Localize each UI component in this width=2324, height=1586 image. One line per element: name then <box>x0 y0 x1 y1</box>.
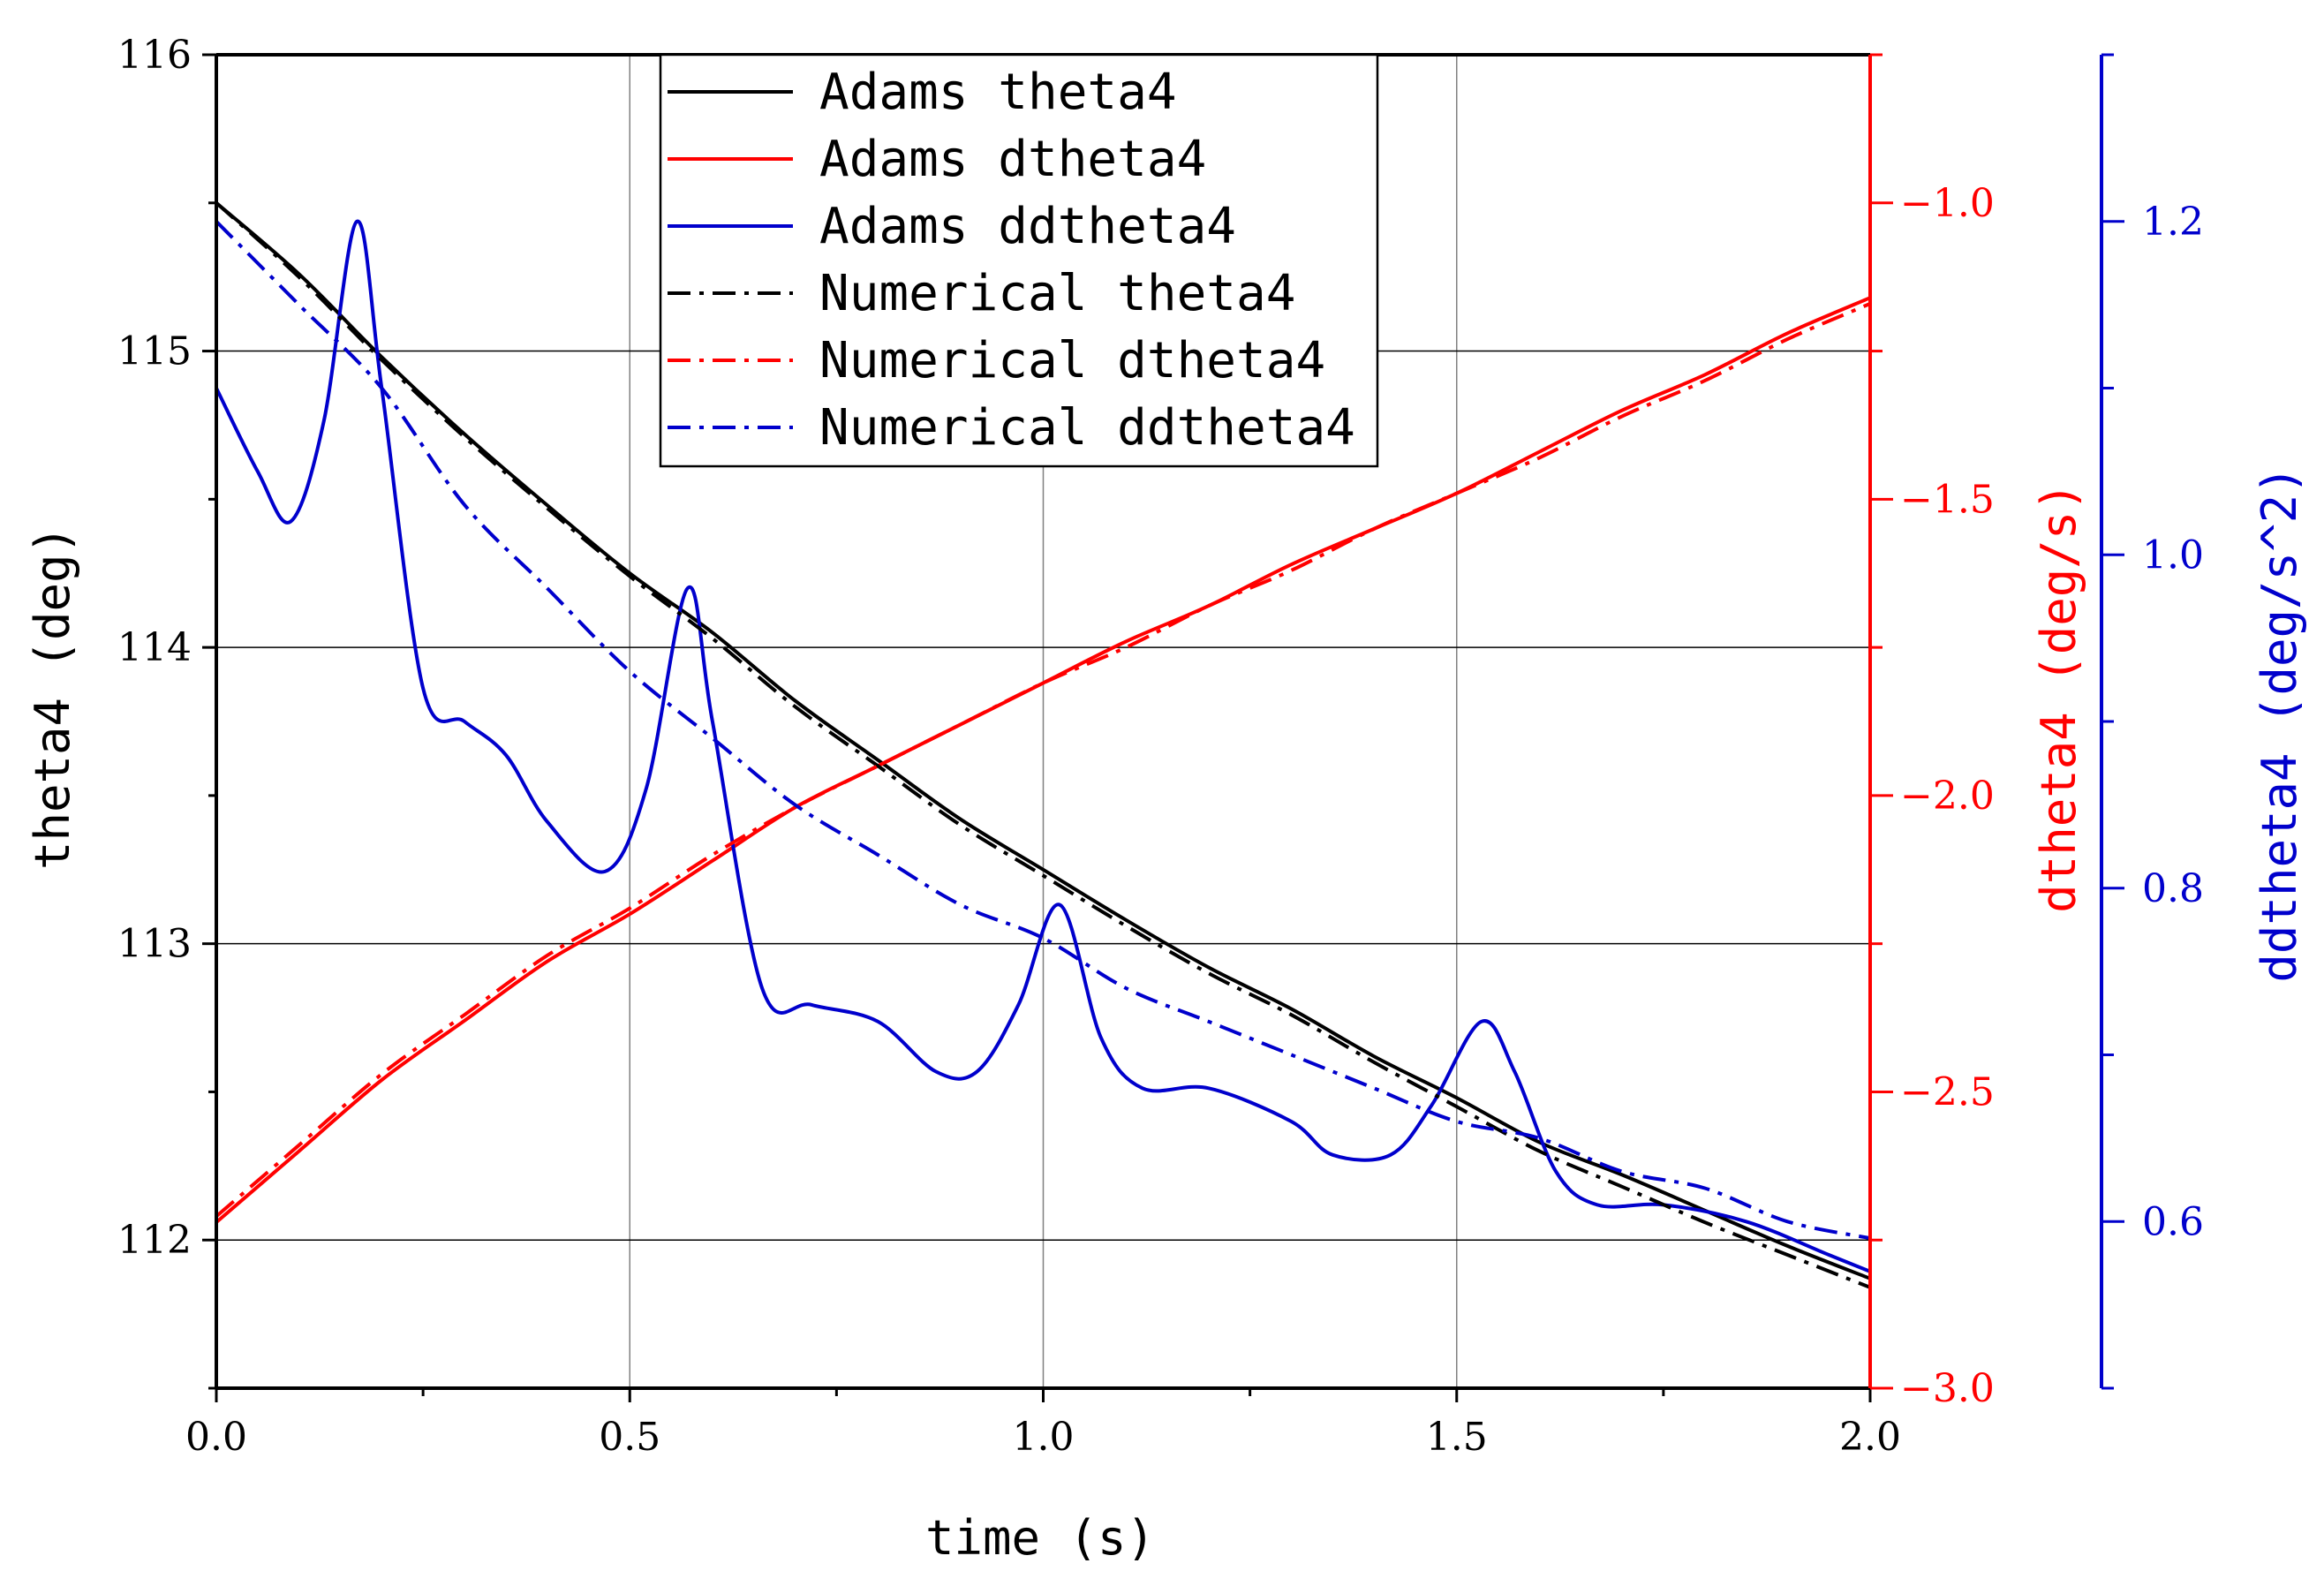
y-tick-label: 112 <box>117 1218 192 1263</box>
y-tick-label: 113 <box>117 922 192 967</box>
legend-label: Numerical ddtheta4 <box>819 399 1355 457</box>
series-line-1 <box>215 201 1871 1280</box>
y-tick-label: 114 <box>117 625 192 670</box>
x-tick-label: 1.5 <box>1426 1415 1488 1460</box>
y2-tick-label: −1.5 <box>1900 477 1995 522</box>
series-line-4 <box>215 201 1871 1289</box>
series-line-3 <box>215 219 1871 1273</box>
y3-tick-label: 0.8 <box>2142 866 2204 911</box>
axes: 0.0 0.5 1.0 1.5 2.0 112 113 114 115 116 −1.0 −1.5 −2… <box>117 33 2204 1460</box>
series-line-6 <box>215 220 1871 1241</box>
series-layer <box>215 201 1871 1289</box>
legend-label: Adams theta4 <box>819 64 1177 121</box>
y3-tick-label: 1.2 <box>2142 200 2204 245</box>
legend-label: Adams ddtheta4 <box>819 198 1236 255</box>
y2-tick-label: −2.5 <box>1900 1069 1995 1114</box>
legend-label: Adams dtheta4 <box>819 131 1206 188</box>
y3-tick-label: 1.0 <box>2142 532 2204 578</box>
y3-axis-title: ddtheta4 (deg/s^2) <box>2252 465 2307 982</box>
series-line-5 <box>215 302 1871 1218</box>
legend: Adams theta4 Adams dtheta4 Adams ddtheta4 N… <box>659 53 1379 468</box>
y3-tick-label: 0.6 <box>2142 1199 2204 1244</box>
y2-axis-title: dtheta4 (deg/s) <box>2031 482 2086 913</box>
grid <box>216 55 1870 1388</box>
y2-tick-label: −1.0 <box>1900 181 1995 226</box>
x-tick-label: 0.0 <box>185 1415 247 1460</box>
x-tick-label: 0.5 <box>599 1415 660 1460</box>
y-axis-title: theta4 (deg) <box>25 525 80 870</box>
legend-label: Numerical dtheta4 <box>819 332 1325 389</box>
y-tick-label: 116 <box>117 33 192 78</box>
y2-tick-label: −2.0 <box>1900 774 1995 819</box>
x-tick-label: 1.0 <box>1013 1415 1075 1460</box>
x-axis-title: time (s) <box>925 1510 1155 1566</box>
x-tick-label: 2.0 <box>1839 1415 1901 1460</box>
series-line-2 <box>215 296 1871 1224</box>
legend-box <box>659 53 1379 468</box>
y2-tick-label: −3.0 <box>1900 1366 1995 1411</box>
legend-label: Numerical theta4 <box>819 265 1295 322</box>
y-tick-label: 115 <box>117 329 192 374</box>
